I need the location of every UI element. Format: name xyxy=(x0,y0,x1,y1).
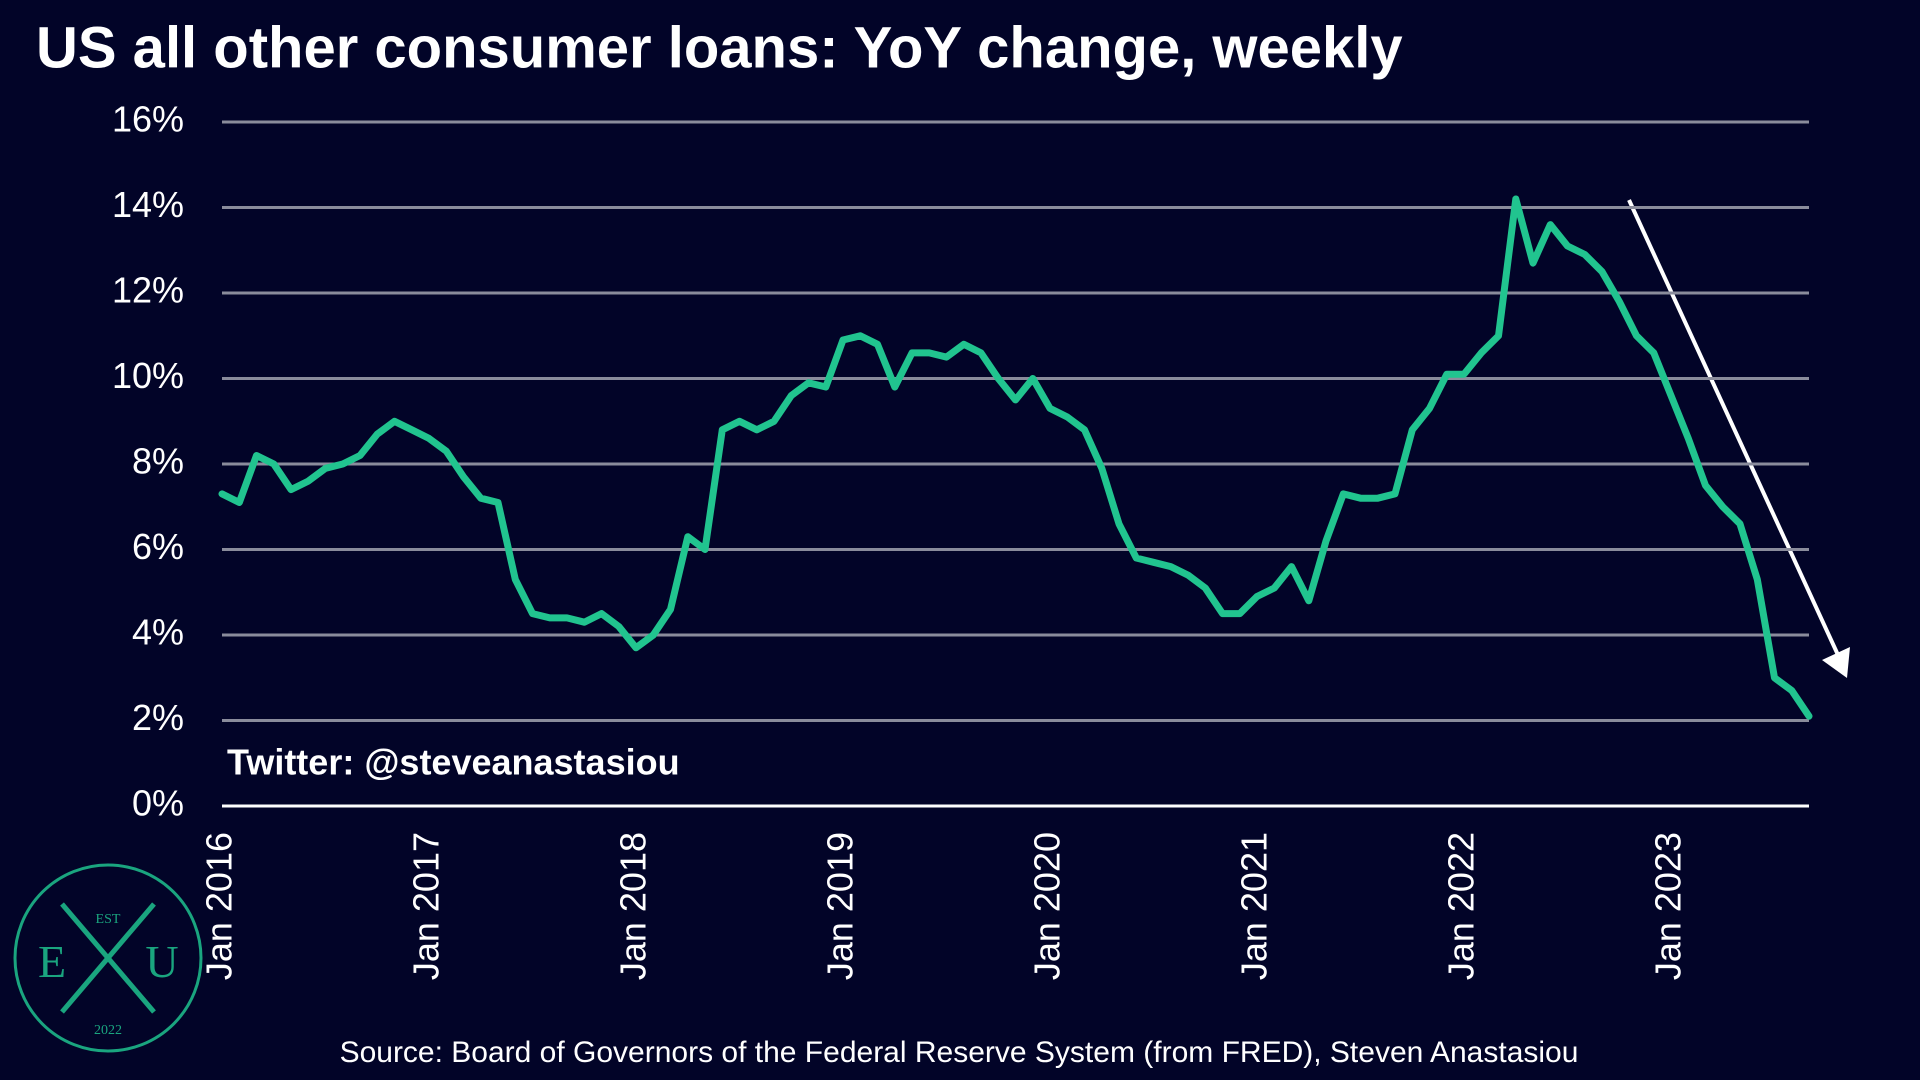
y-tick-label: 4% xyxy=(132,612,184,653)
logo-text: U xyxy=(145,936,178,987)
chart-title: US all other consumer loans: YoY change,… xyxy=(36,15,1403,80)
x-tick-label: Jan 2018 xyxy=(613,832,654,980)
logo-text: EST xyxy=(96,912,121,927)
arrow-head xyxy=(1822,647,1850,678)
logo-ring xyxy=(13,863,203,1053)
logo-text: E xyxy=(38,936,66,987)
watermark: Twitter: @steveanastasiou xyxy=(227,742,680,783)
y-tick-label: 14% xyxy=(112,184,184,225)
y-tick-label: 16% xyxy=(112,99,184,140)
x-tick-label: Jan 2022 xyxy=(1441,832,1482,980)
series-line xyxy=(218,195,1813,720)
y-tick-label: 0% xyxy=(132,783,184,824)
x-tick-label: Jan 2021 xyxy=(1234,832,1275,980)
x-tick-label: Jan 2020 xyxy=(1027,832,1068,980)
trend-arrow xyxy=(1627,199,1840,656)
source: Source: Board of Governors of the Federa… xyxy=(340,1036,1579,1069)
y-tick-label: 10% xyxy=(112,355,184,396)
x-tick-label: Jan 2019 xyxy=(820,832,861,980)
logo: EST E U 2022 xyxy=(13,863,203,1053)
logo-stroke xyxy=(60,902,156,1014)
y-tick-label: 6% xyxy=(132,526,184,567)
x-tick-label: Jan 2023 xyxy=(1648,832,1689,980)
x-tick-label: Jan 2017 xyxy=(406,832,447,980)
y-tick-label: 8% xyxy=(132,441,184,482)
x-tick-label: Jan 2016 xyxy=(199,832,240,980)
logo-text: 2022 xyxy=(94,1023,122,1038)
y-tick-label: 2% xyxy=(132,697,184,738)
y-tick-label: 12% xyxy=(112,270,184,311)
